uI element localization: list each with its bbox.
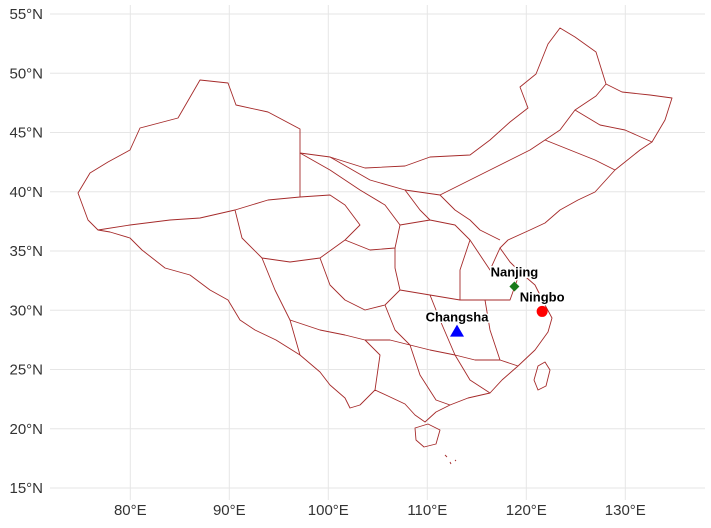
taiwan-outline (533, 361, 551, 391)
lat-tick-label: 25°N (9, 362, 43, 379)
lat-tick-label: 40°N (9, 184, 43, 201)
changsha-label: Changsha (426, 310, 490, 325)
province-border-xinjiang-tibet (97, 153, 301, 231)
lat-tick-label: 35°N (9, 243, 43, 260)
province-border-northeast (544, 109, 653, 171)
province-border-gansu (299, 152, 401, 251)
province-border-inner-mongolia (329, 83, 607, 196)
lat-tick-label: 45°N (9, 125, 43, 142)
province-borders (77, 27, 673, 465)
lat-tick-label: 50°N (9, 65, 43, 82)
lon-tick-label: 90°E (213, 502, 246, 519)
lat-tick-label: 20°N (9, 421, 43, 438)
hainan-outline (414, 423, 441, 448)
nanjing-label: Nanjing (491, 265, 539, 280)
nanjing-marker (509, 281, 520, 292)
country-outline (77, 27, 673, 423)
axis-labels: 80°E 90°E 100°E 110°E 120°E 130°E 15°N 20°N 25°N… (9, 6, 645, 519)
province-border-qinghai (234, 194, 361, 263)
lon-tick-label: 110°E (407, 502, 447, 519)
offshore-islands (444, 454, 457, 465)
lon-tick-label: 130°E (605, 502, 646, 519)
lon-tick-label: 100°E (308, 502, 349, 519)
province-border-sichuan (261, 248, 401, 356)
lat-tick-label: 55°N (9, 6, 43, 23)
graticule (50, 5, 705, 500)
ningbo-label: Ningbo (520, 289, 565, 304)
province-border-central (365, 189, 521, 406)
province-border-yunnan (289, 319, 381, 391)
lon-tick-label: 120°E (506, 502, 547, 519)
ningbo-marker (536, 305, 548, 317)
city-markers: Nanjing Ningbo Changsha (424, 263, 566, 337)
changsha-marker (450, 324, 464, 337)
lat-tick-label: 15°N (9, 480, 43, 497)
lat-tick-label: 30°N (9, 302, 43, 319)
lon-tick-label: 80°E (114, 502, 147, 519)
